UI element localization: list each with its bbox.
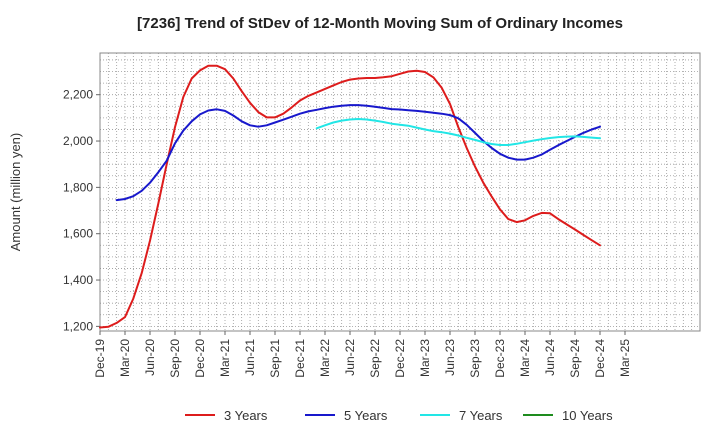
x-tick-label: Sep-21 <box>268 339 282 378</box>
grid-lines <box>100 53 700 331</box>
x-tick-label: Dec-19 <box>93 339 107 378</box>
x-axis: Dec-19 Mar-20 Jun-20 Sep-20 Dec-20 Mar-21 Jun-… <box>93 331 632 378</box>
x-tick-label: Dec-24 <box>593 339 607 378</box>
x-tick-label: Sep-20 <box>168 339 182 378</box>
x-tick-label: Dec-21 <box>293 339 307 378</box>
x-tick-label: Jun-21 <box>243 339 257 376</box>
series-line-7-years <box>315 118 601 146</box>
x-tick-label: Dec-22 <box>393 339 407 378</box>
y-axis: 1,200 1,400 1,600 1,800 2,000 2,200 <box>63 88 100 333</box>
series-line-3-years <box>99 64 601 329</box>
x-tick-label: Dec-20 <box>193 339 207 378</box>
x-tick-label: Jun-22 <box>343 339 357 376</box>
x-tick-label: Mar-22 <box>318 339 332 377</box>
y-tick-label: 2,000 <box>63 134 93 148</box>
x-tick-label: Mar-23 <box>418 339 432 377</box>
y-tick-label: 1,400 <box>63 273 93 287</box>
x-tick-label: Sep-22 <box>368 339 382 378</box>
legend-label: 5 Years <box>344 408 388 423</box>
chart-title: [7236] Trend of StDev of 12-Month Moving… <box>137 15 623 32</box>
x-tick-label: Mar-20 <box>118 339 132 377</box>
legend-label: 3 Years <box>224 408 268 423</box>
x-tick-label: Sep-24 <box>568 339 582 378</box>
y-axis-label: Amount (million yen) <box>8 133 23 252</box>
series-lines <box>99 64 601 329</box>
x-tick-label: Mar-24 <box>518 339 532 377</box>
x-tick-label: Mar-25 <box>618 339 632 377</box>
y-tick-label: 2,200 <box>63 88 93 102</box>
legend-label: 7 Years <box>459 408 503 423</box>
x-tick-label: Sep-23 <box>468 339 482 378</box>
y-tick-label: 1,200 <box>63 319 93 333</box>
x-tick-label: Mar-21 <box>218 339 232 377</box>
x-tick-label: Dec-23 <box>493 339 507 378</box>
series-line-5-years <box>115 104 601 202</box>
legend: 3 Years 5 Years 7 Years 10 Years <box>185 408 613 423</box>
legend-label: 10 Years <box>562 408 613 423</box>
x-tick-label: Jun-20 <box>143 339 157 376</box>
x-tick-label: Jun-24 <box>543 339 557 376</box>
x-tick-label: Jun-23 <box>443 339 457 376</box>
y-tick-label: 1,600 <box>63 227 93 241</box>
y-tick-label: 1,800 <box>63 180 93 194</box>
